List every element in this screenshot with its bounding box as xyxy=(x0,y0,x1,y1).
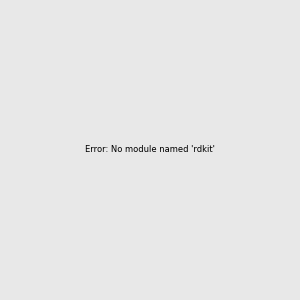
Text: Error: No module named 'rdkit': Error: No module named 'rdkit' xyxy=(85,146,215,154)
